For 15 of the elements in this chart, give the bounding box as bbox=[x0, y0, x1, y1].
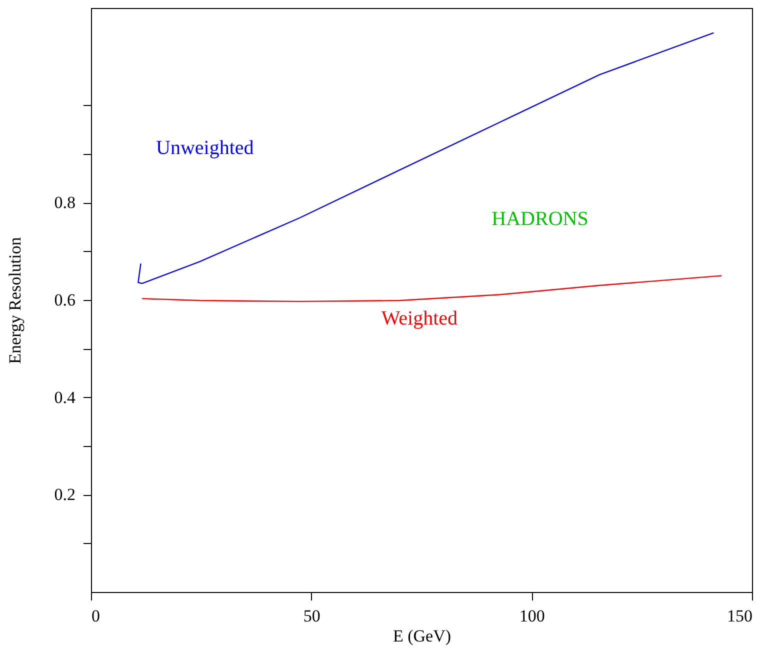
y-tick-label: 0.2 bbox=[54, 485, 76, 504]
line-series bbox=[142, 275, 722, 302]
y-tick-label: 0.8 bbox=[54, 193, 76, 212]
y-tick-label: 0.6 bbox=[54, 290, 76, 310]
x-tick-label: 150 bbox=[727, 606, 752, 626]
series-label: Weighted bbox=[381, 307, 458, 330]
line-series bbox=[138, 32, 714, 284]
annotation: HADRONS bbox=[492, 208, 588, 230]
x-tick-label: 50 bbox=[303, 606, 320, 626]
y-axis-title: Energy Resolution bbox=[5, 236, 24, 364]
x-tick-label: 0 bbox=[92, 606, 100, 626]
x-axis-title: E (GeV) bbox=[392, 626, 452, 646]
y-tick-label: 0.4 bbox=[54, 388, 76, 407]
x-tick-label: 100 bbox=[519, 606, 545, 626]
text: Unweighted bbox=[156, 136, 254, 159]
